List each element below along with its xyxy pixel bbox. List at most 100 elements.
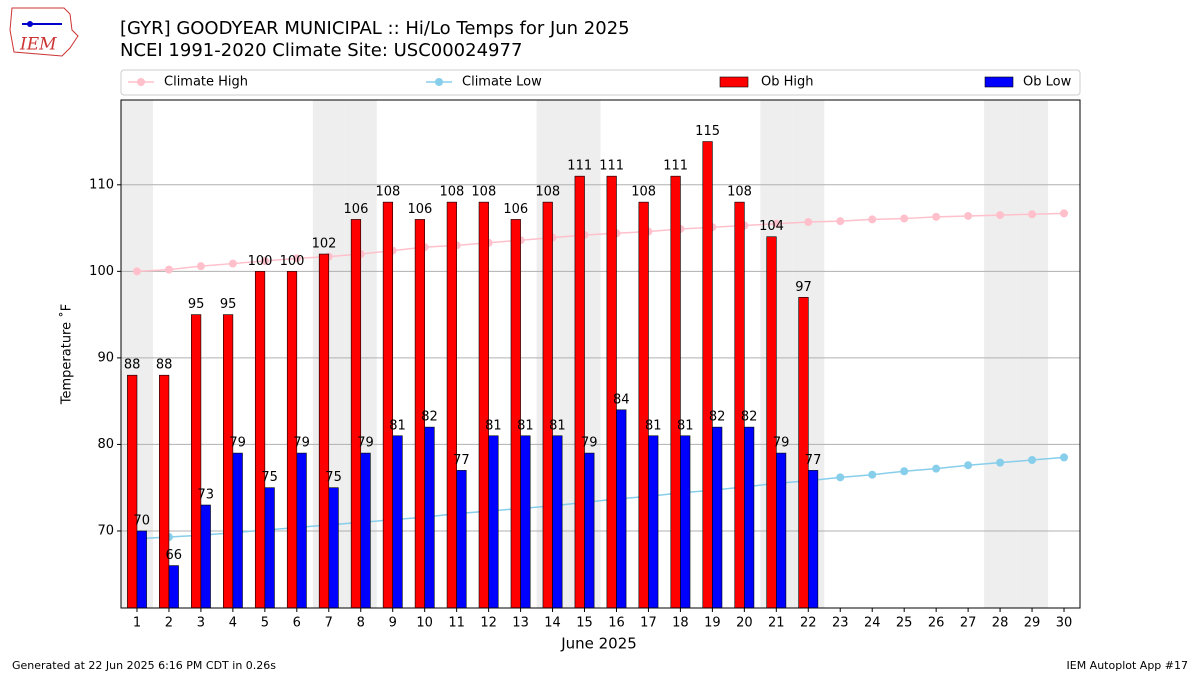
- x-tick-label: 3: [197, 616, 205, 631]
- data-label: 75: [325, 470, 342, 485]
- bar: [168, 565, 179, 609]
- data-label: 97: [795, 280, 812, 295]
- x-tick-label: 27: [960, 616, 977, 631]
- bar: [702, 141, 713, 609]
- bar: [766, 236, 777, 609]
- bar: [648, 435, 659, 609]
- legend-box: [120, 69, 1081, 96]
- data-label: 81: [485, 418, 502, 433]
- x-tick-label: 4: [229, 616, 237, 631]
- x-tick-label: 20: [736, 616, 753, 631]
- x-tick-label: 17: [640, 616, 657, 631]
- point: [836, 217, 845, 226]
- bar: [574, 175, 585, 609]
- y-tick-label: 70: [97, 523, 114, 538]
- data-label: 100: [248, 254, 273, 269]
- x-tick-label: 26: [928, 616, 945, 631]
- data-label: 88: [124, 358, 141, 373]
- y-axis-label: Temperature ˚F: [59, 304, 75, 405]
- bar: [584, 452, 595, 609]
- point: [932, 212, 941, 221]
- data-label: 108: [727, 185, 752, 200]
- bar: [744, 426, 755, 609]
- point: [1028, 456, 1037, 465]
- bar: [200, 504, 211, 609]
- bar: [638, 201, 649, 609]
- point: [1028, 210, 1037, 219]
- data-label: 82: [709, 410, 726, 425]
- point: [196, 262, 205, 271]
- chart-subtitle: NCEI 1991-2020 Climate Site: USC00024977: [120, 40, 522, 61]
- point: [292, 254, 301, 263]
- bar: [232, 452, 243, 609]
- x-tick-label: 22: [800, 616, 817, 631]
- data-label: 108: [376, 185, 401, 200]
- legend-label: Climate High: [164, 75, 248, 90]
- point: [964, 461, 973, 470]
- data-label: 79: [229, 436, 246, 451]
- logo-text: IEM: [19, 35, 57, 55]
- data-label: 108: [471, 185, 496, 200]
- point: [132, 267, 141, 276]
- data-label: 77: [453, 453, 470, 468]
- bar: [350, 219, 362, 609]
- data-label: 82: [421, 410, 438, 425]
- point: [964, 211, 973, 220]
- x-tick-label: 11: [448, 616, 465, 631]
- data-label: 77: [805, 453, 822, 468]
- y-tick-label: 90: [97, 350, 114, 365]
- x-tick-label: 30: [1056, 616, 1073, 631]
- bar: [360, 452, 371, 609]
- point: [932, 464, 941, 473]
- x-tick-label: 29: [1024, 616, 1041, 631]
- data-label: 106: [407, 202, 432, 217]
- bar: [616, 409, 627, 609]
- data-label: 102: [312, 237, 337, 252]
- x-tick-label: 5: [261, 616, 269, 631]
- point: [868, 215, 877, 224]
- bar: [222, 314, 234, 609]
- legend-swatch: [984, 76, 1014, 88]
- point: [228, 259, 237, 268]
- weekend-shade: [984, 100, 1017, 608]
- point: [836, 473, 845, 482]
- bar: [392, 435, 403, 609]
- bar: [446, 201, 457, 609]
- data-label: 88: [156, 358, 173, 373]
- data-label: 79: [293, 436, 310, 451]
- x-tick-label: 12: [480, 616, 497, 631]
- point: [900, 214, 909, 223]
- bar: [510, 219, 521, 609]
- x-tick-label: 1: [133, 616, 141, 631]
- data-label: 111: [567, 159, 592, 174]
- weekend-shade: [1016, 100, 1049, 608]
- bar: [520, 435, 531, 609]
- x-tick-label: 8: [357, 616, 365, 631]
- bar: [127, 374, 138, 609]
- footer-right: IEM Autoplot App #17: [1067, 659, 1189, 672]
- data-label: 111: [663, 159, 688, 174]
- y-tick-label: 110: [89, 177, 114, 192]
- bar: [136, 530, 147, 609]
- bar: [424, 426, 435, 609]
- data-label: 84: [613, 392, 630, 407]
- x-tick-label: 15: [576, 616, 593, 631]
- x-tick-label: 9: [389, 616, 397, 631]
- bar: [807, 470, 819, 609]
- x-tick-label: 6: [293, 616, 301, 631]
- x-tick-label: 14: [544, 616, 561, 631]
- logo: IEM: [9, 7, 79, 57]
- point: [260, 256, 269, 265]
- bar: [734, 201, 745, 609]
- x-tick-label: 21: [768, 616, 785, 631]
- y-tick-label: 80: [97, 437, 114, 452]
- x-tick-label: 28: [992, 616, 1009, 631]
- point: [1060, 453, 1069, 462]
- data-label: 81: [549, 418, 566, 433]
- x-axis-label: June 2025: [560, 635, 637, 653]
- data-label: 106: [344, 202, 369, 217]
- data-label: 108: [535, 185, 560, 200]
- bar: [478, 201, 489, 609]
- bar: [159, 374, 170, 609]
